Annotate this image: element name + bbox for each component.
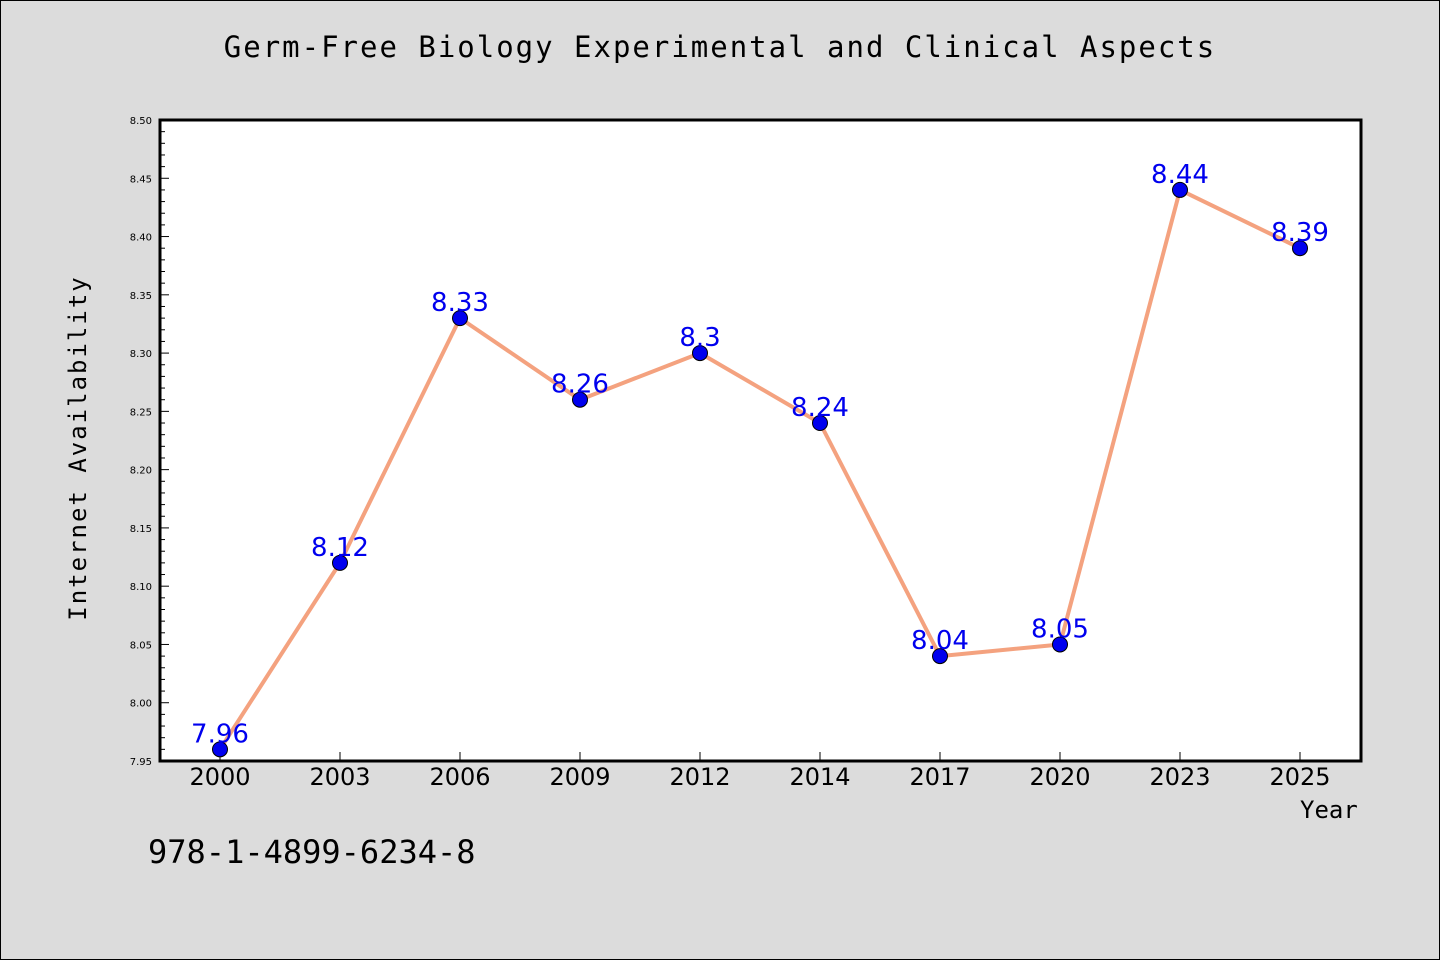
data-label: 8.26	[551, 370, 609, 400]
data-point	[1292, 240, 1308, 257]
data-point	[332, 554, 348, 571]
y-tick-label: 8.50	[130, 116, 152, 127]
data-point	[1172, 181, 1188, 198]
x-tick-label: 2000	[189, 763, 250, 791]
data-label: 8.39	[1271, 218, 1329, 248]
series-line	[218, 187, 1301, 751]
y-axis: 7.95 8.00 8.05 8.10 8.15 8.20 8.25 8.30 8.35 8.40…	[130, 116, 169, 768]
isbn-annotation: 978-1-4899-6234-8	[148, 833, 476, 871]
data-label: 8.44	[1151, 160, 1209, 190]
y-tick-label: 7.95	[130, 757, 152, 768]
x-tick-label: 2017	[909, 763, 970, 791]
x-axis: 2000 2003 2006 2009 2012 2014 2017 2020 2023 2025	[189, 752, 1331, 791]
data-label: 8.12	[311, 533, 369, 563]
data-label: 8.05	[1031, 614, 1089, 644]
data-point	[692, 345, 708, 362]
y-tick-label: 8.25	[130, 407, 152, 418]
y-tick-label: 8.30	[130, 349, 152, 360]
data-point	[452, 310, 468, 327]
data-label: 7.96	[191, 719, 249, 749]
data-label: 8.3	[679, 323, 720, 353]
y-tick-label: 8.45	[130, 174, 152, 185]
data-point	[932, 648, 948, 665]
data-label: 8.33	[431, 288, 489, 318]
x-tick-label: 2006	[429, 763, 490, 791]
data-markers	[212, 181, 1308, 758]
y-tick-label: 8.10	[130, 582, 152, 593]
data-point	[812, 415, 828, 432]
x-tick-label: 2009	[549, 763, 610, 791]
data-label: 8.24	[791, 393, 849, 423]
x-tick-label: 2020	[1029, 763, 1090, 791]
y-tick-label: 8.15	[130, 524, 152, 535]
x-tick-label: 2012	[669, 763, 730, 791]
x-tick-label: 2014	[789, 763, 850, 791]
chart-title: Germ-Free Biology Experimental and Clini…	[223, 30, 1217, 64]
plot-area	[158, 118, 1363, 763]
x-tick-label: 2025	[1269, 763, 1330, 791]
y-tick-label: 8.00	[130, 699, 152, 710]
x-tick-label: 2003	[309, 763, 370, 791]
y-tick-label: 8.35	[130, 291, 152, 302]
data-point	[212, 741, 228, 758]
x-axis-label: Year	[1300, 796, 1358, 824]
data-labels: 7.96 8.12 8.33 8.26 8.3 8.24 8.04 8.05 8.44 8.39	[191, 160, 1329, 749]
data-point	[1052, 636, 1068, 653]
y-tick-label: 8.40	[130, 233, 152, 244]
data-label: 8.04	[911, 626, 969, 656]
x-tick-label: 2023	[1149, 763, 1210, 791]
data-point	[572, 391, 588, 408]
y-tick-label: 8.20	[130, 466, 152, 477]
y-tick-label: 8.05	[130, 640, 152, 651]
